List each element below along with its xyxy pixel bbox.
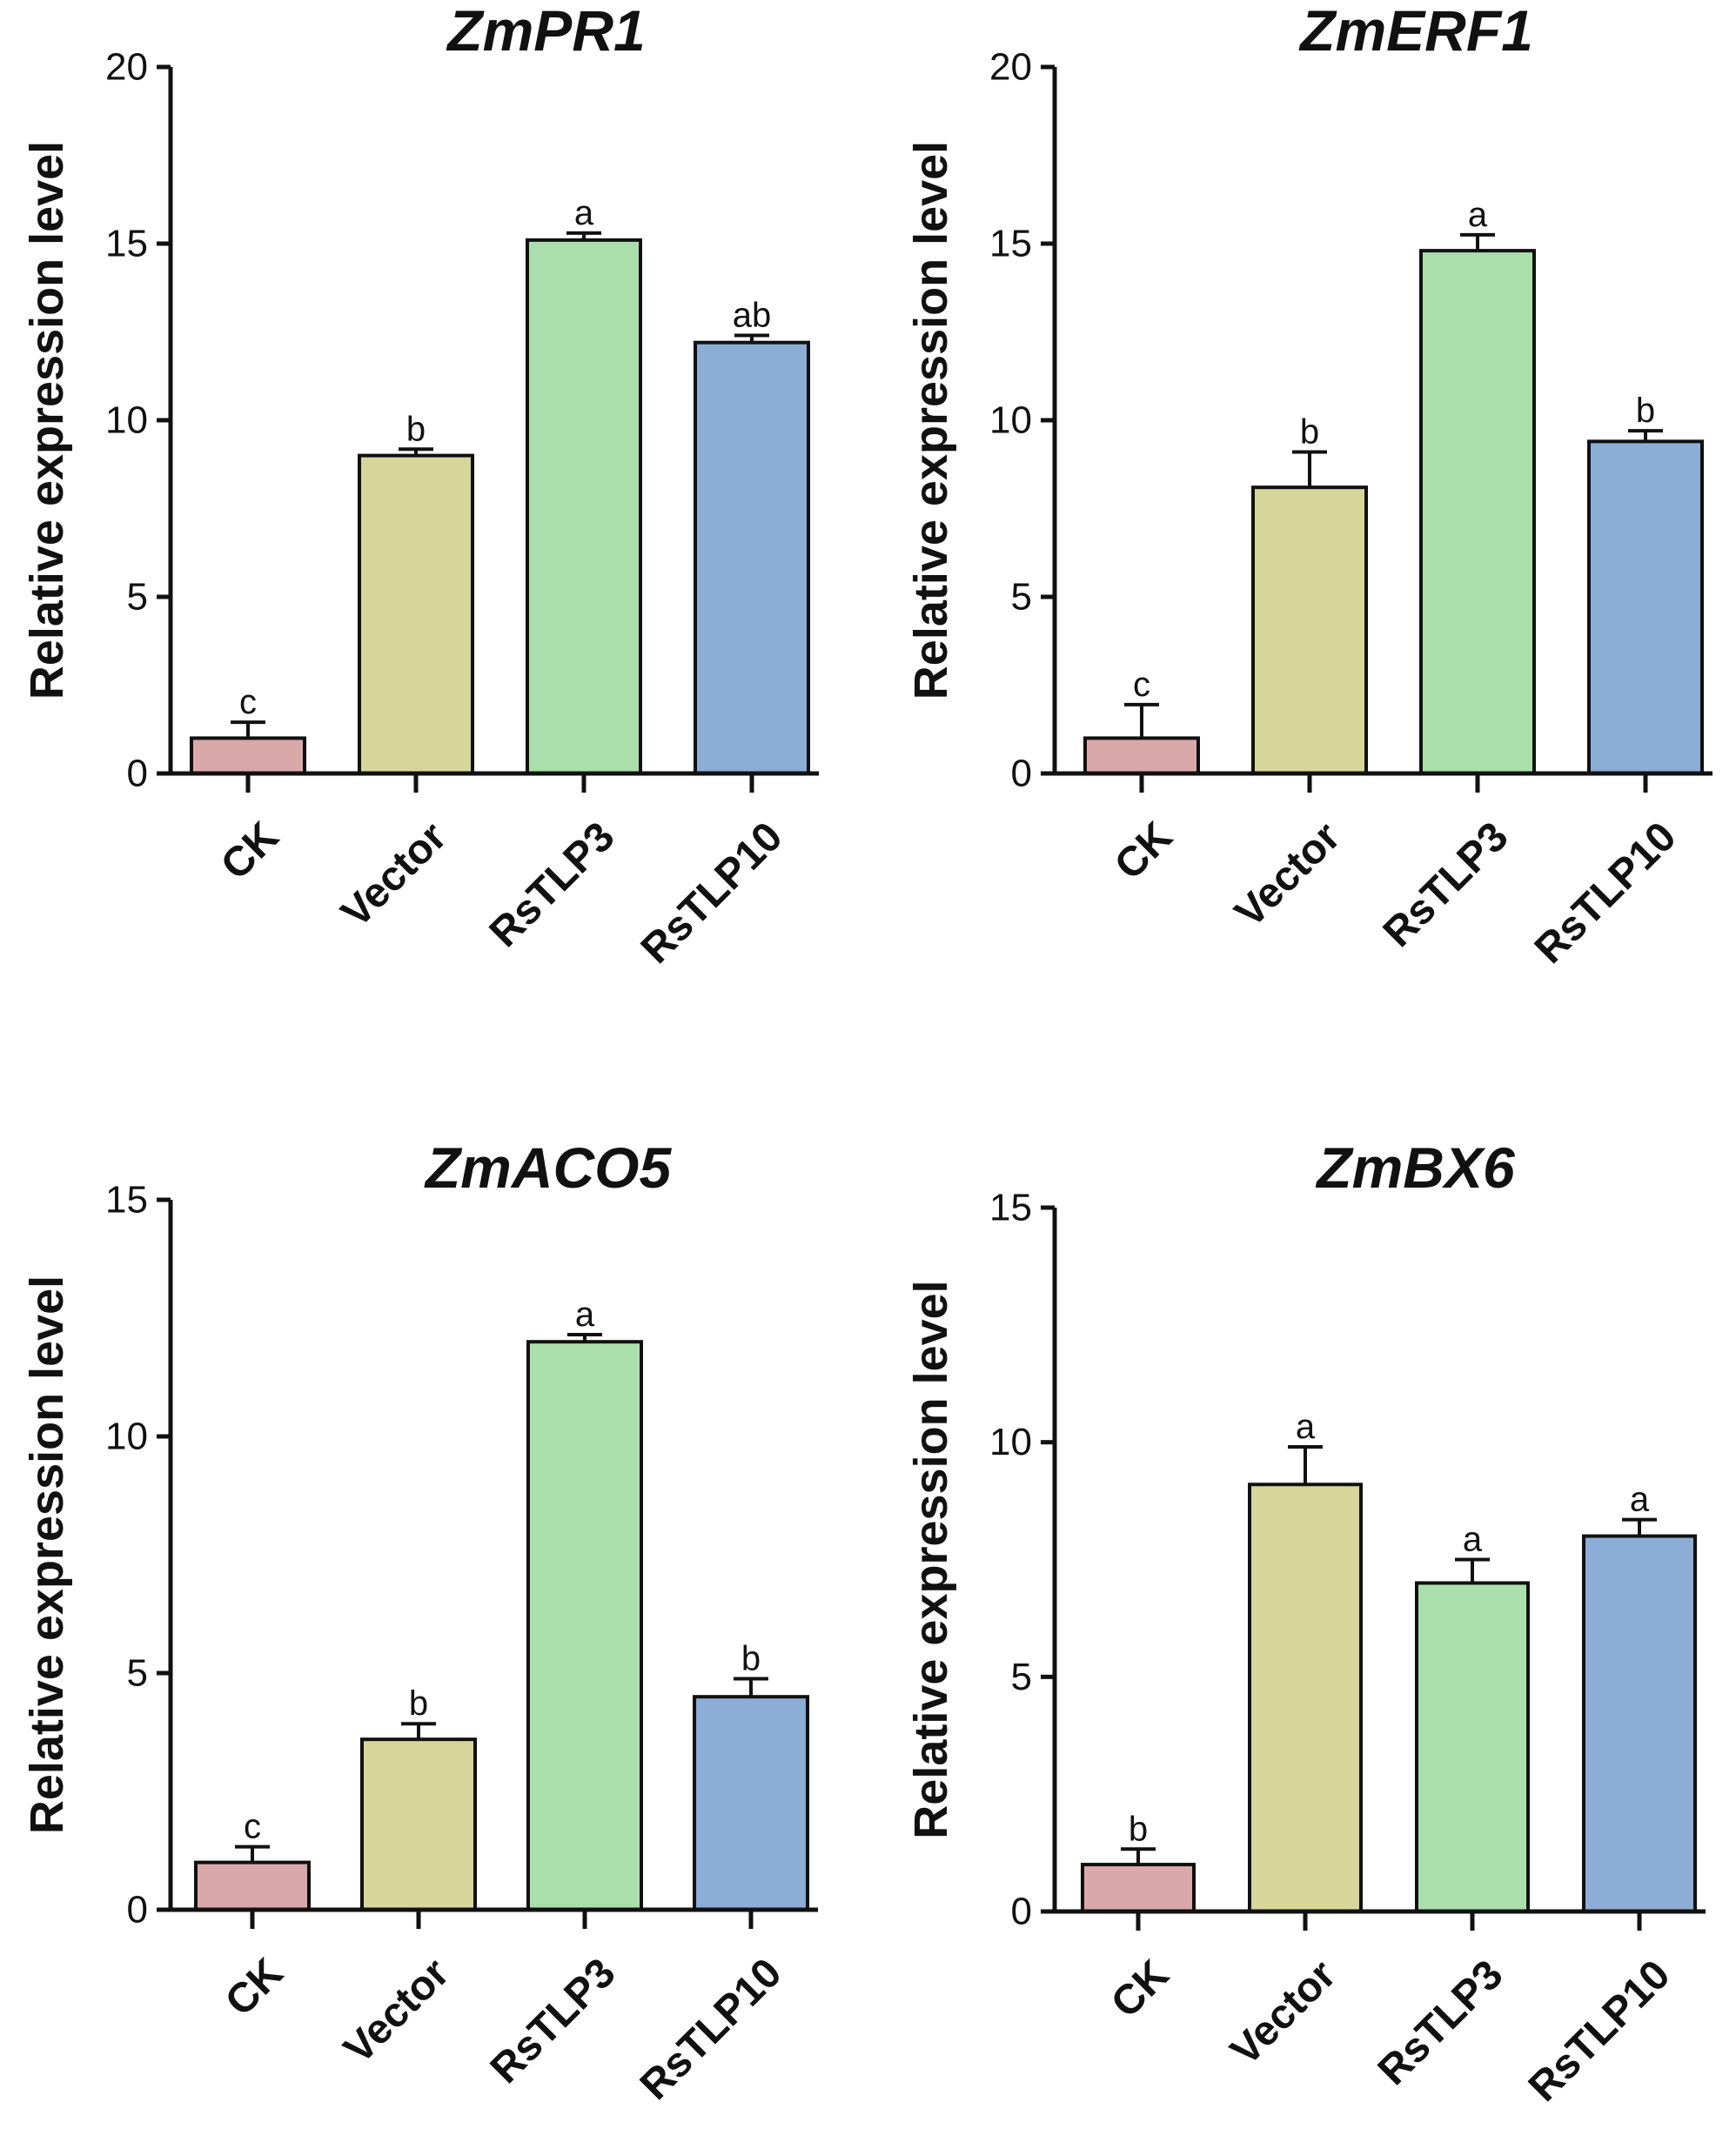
x-tick-label-rstlp3: RsTLP3 [481,813,624,956]
x-tick-label-ck: CK [1106,813,1182,889]
chart-title: ZmACO5 [424,1135,673,1200]
significance-label: c [244,1808,261,1846]
x-tick-label-rstlp3: RsTLP3 [1375,813,1518,956]
y-tick-label: 5 [127,576,148,619]
y-tick-label: 0 [1011,753,1032,795]
x-tick-label-rstlp3: RsTLP3 [482,1950,625,2092]
chart-title: ZmERF1 [1298,0,1533,63]
x-tick-label-rstlp10: RsTLP10 [633,813,792,973]
significance-label: a [574,194,594,232]
bar-ck [190,736,306,776]
significance-label: b [1636,392,1655,430]
x-tick-label-ck: CK [1103,1952,1178,2027]
y-tick-label: 15 [989,1187,1032,1229]
x-tick-label-vector: Vector [1222,1952,1344,2074]
significance-label: a [1463,1521,1483,1559]
y-axis-label: Relative expression level [905,141,957,700]
chart-panel-zmpr1: ZmPR1 Relative expression level c b a ab 0 5 10 1… [21,0,819,973]
bar-ck [194,1860,311,1912]
significance-label: b [741,1640,761,1678]
bar-vector [358,453,474,775]
y-tick-label: 20 [989,46,1032,89]
bar-rstlp10 [694,340,810,775]
y-axis-label: Relative expression level [21,141,73,700]
significance-label: a [1296,1408,1316,1446]
significance-label: b [409,1684,428,1723]
x-tick-label-rstlp10: RsTLP10 [632,1950,791,2109]
y-tick-label: 15 [105,223,148,265]
x-tick-label-vector: Vector [332,813,455,936]
chart-panel-zmaco5: ZmACO5 Relative expression level c b a b 0 5 10 1… [21,1135,818,2109]
y-tick-label: 0 [127,1889,148,1931]
y-axis-label: Relative expression level [21,1275,73,1834]
bar-rstlp3 [1415,1581,1530,1913]
bar-vector [1251,485,1368,775]
y-tick-label: 10 [105,1416,148,1458]
significance-label: c [239,683,257,721]
bar-vector [1248,1483,1363,1913]
bar-rstlp3 [1419,249,1536,775]
y-tick-label: 0 [127,753,148,795]
y-tick-label: 5 [1011,576,1032,619]
significance-label: a [1630,1481,1650,1519]
bar-rstlp10 [693,1695,809,1911]
y-tick-label: 5 [127,1652,148,1695]
bar-vector [360,1737,477,1912]
x-tick-label-vector: Vector [335,1950,458,2072]
significance-label: c [1133,666,1150,704]
bar-rstlp3 [526,1340,643,1911]
x-tick-label-vector: Vector [1226,813,1349,936]
bar-ck [1083,736,1200,776]
y-tick-label: 20 [105,46,148,89]
significance-label: ab [733,297,772,335]
chart-panel-zmbx6: ZmBX6 Relative expression level b a a a 0 5 10 15… [905,1135,1706,2111]
y-tick-label: 10 [989,399,1032,442]
x-tick-label-rstlp3: RsTLP3 [1370,1952,1512,2094]
x-tick-label-rstlp10: RsTLP10 [1526,813,1686,973]
y-tick-label: 10 [105,399,148,442]
x-tick-label-ck: CK [217,1950,292,2025]
y-tick-label: 15 [105,1179,148,1222]
y-tick-label: 10 [989,1421,1032,1463]
chart-title: ZmBX6 [1315,1135,1516,1200]
y-axis-label: Relative expression level [905,1280,957,1838]
significance-label: b [406,410,426,448]
significance-label: b [1129,1810,1148,1848]
significance-label: a [575,1295,595,1334]
y-tick-label: 0 [1011,1891,1032,1933]
bar-rstlp10 [1582,1534,1697,1913]
bar-rstlp10 [1587,439,1704,775]
y-tick-label: 15 [989,223,1032,265]
significance-label: b [1300,413,1319,452]
bar-ck [1081,1863,1196,1913]
chart-title: ZmPR1 [446,0,645,63]
chart-panel-zmerf1: ZmERF1 Relative expression level c b a b 0 5 10 1… [905,0,1713,973]
bar-rstlp3 [526,238,642,775]
x-tick-label-rstlp10: RsTLP10 [1520,1952,1679,2111]
significance-label: a [1468,196,1488,234]
y-tick-label: 5 [1011,1656,1032,1698]
x-tick-label-ck: CK [212,813,288,889]
